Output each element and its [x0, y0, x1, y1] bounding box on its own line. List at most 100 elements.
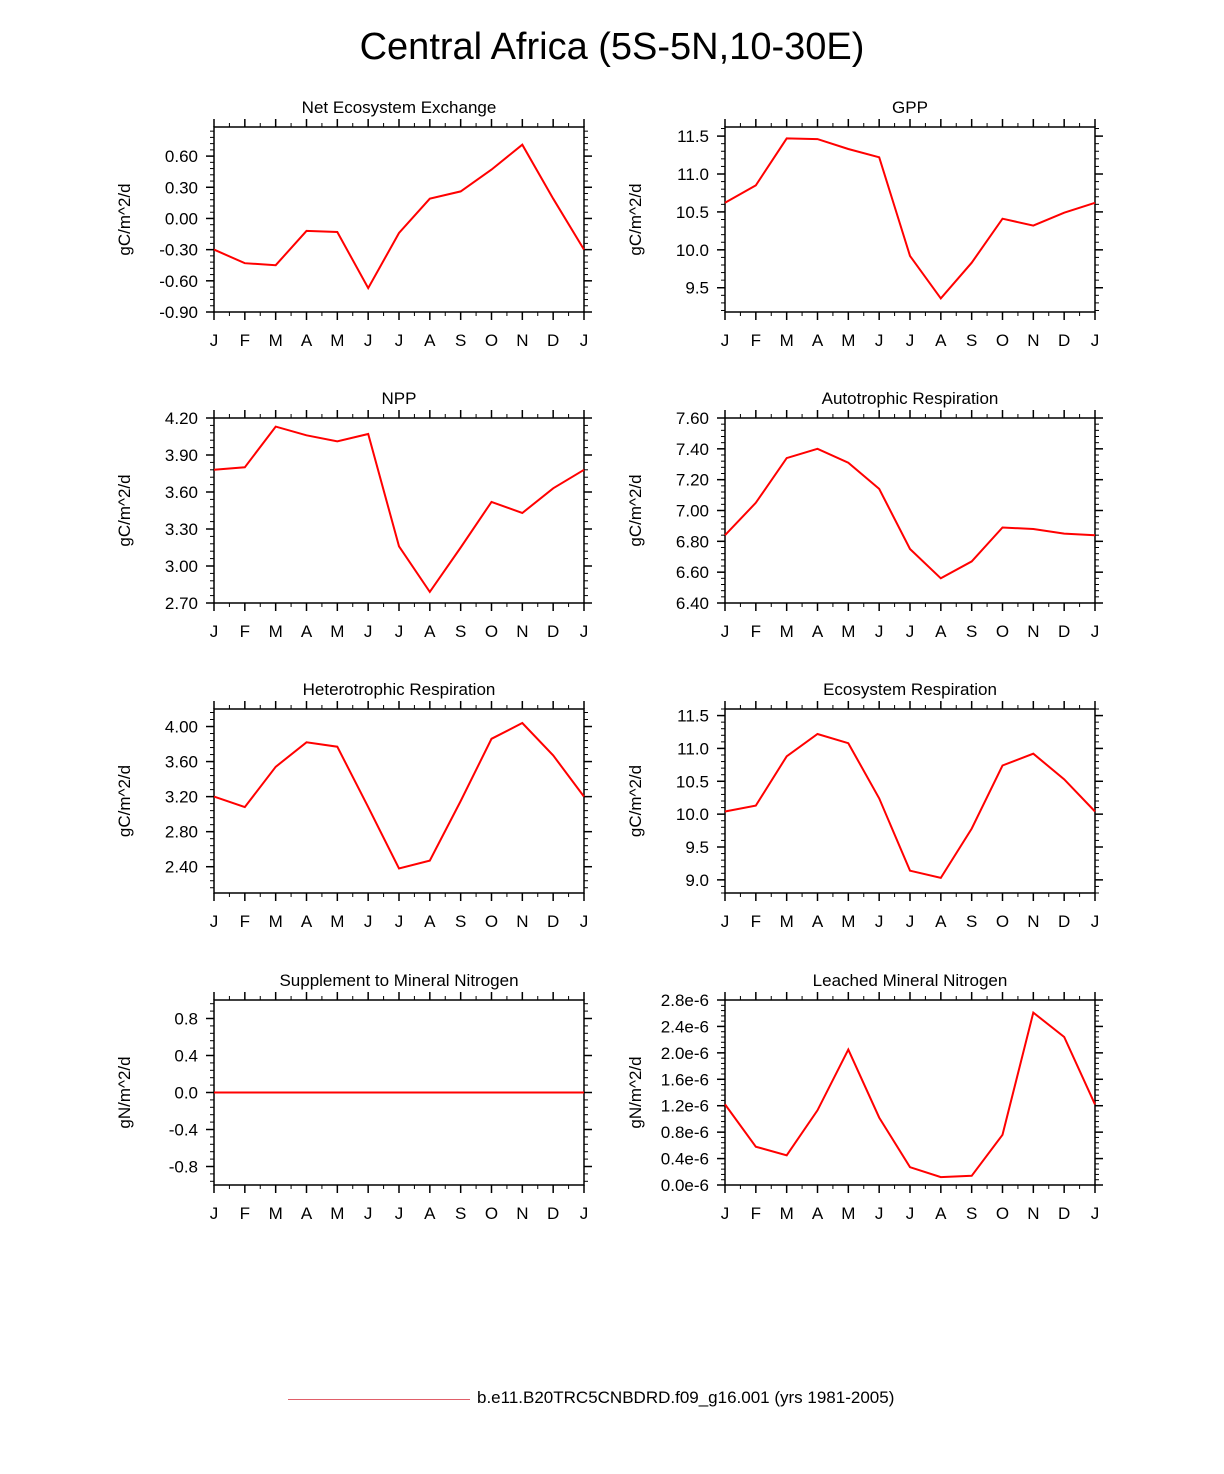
panel-4-xtick-label: M — [841, 622, 855, 641]
panel-4-xtick-label: O — [996, 622, 1009, 641]
panel-7-xtick-label: S — [455, 1204, 466, 1223]
panel-4-frame — [724, 417, 1096, 604]
panel-2-xtick-label: O — [996, 331, 1009, 350]
panel-1-ylabel: gC/m^2/d — [115, 183, 134, 255]
panel-7-xtick-label: M — [269, 1204, 283, 1223]
panel-1-ytick-label: -0.30 — [159, 241, 198, 260]
panel-8-ytick-label: 2.4e-6 — [661, 1017, 709, 1036]
panel-5-ylabel: gC/m^2/d — [115, 765, 134, 837]
panel-6-xtick-label: D — [1058, 912, 1070, 931]
panel-1-xtick-label: J — [210, 331, 219, 350]
panel-5-xtick-label: D — [547, 912, 559, 931]
panel-8-xtick-label: J — [1091, 1204, 1100, 1223]
panel-1-xtick-label: N — [516, 331, 528, 350]
panel-6-xtick-label: J — [1091, 912, 1100, 931]
panel-2-ylabel: gC/m^2/d — [626, 183, 645, 255]
panel-8-ytick-label: 0.8e-6 — [661, 1123, 709, 1142]
panel-2-xtick-label: M — [780, 331, 794, 350]
panel-1-xtick-label: J — [364, 331, 373, 350]
panel-4-xtick-label: S — [966, 622, 977, 641]
panel-2-xtick-label: N — [1027, 331, 1039, 350]
panel-5-series-line — [213, 721, 585, 870]
panel-6-ytick-label: 10.0 — [676, 805, 709, 824]
panel-1-xtick-label: J — [395, 331, 404, 350]
panel-8-xtick-label: M — [780, 1204, 794, 1223]
panel-3-ylabel: gC/m^2/d — [115, 474, 134, 546]
panel-5-xtick-label: S — [455, 912, 466, 931]
panel-6-title: Ecosystem Respiration — [823, 680, 997, 699]
panel-5-xtick-label: N — [516, 912, 528, 931]
panel-5-xtick-label: M — [330, 912, 344, 931]
panel-4-series-line — [724, 447, 1096, 580]
panel-7-xtick-label: M — [330, 1204, 344, 1223]
panel-4-xtick-label: F — [751, 622, 761, 641]
panel-3-xtick-label: J — [395, 622, 404, 641]
panel-6-ytick-label: 9.5 — [685, 838, 709, 857]
panel-3-xtick-label: M — [330, 622, 344, 641]
panel-1-xtick-label: S — [455, 331, 466, 350]
panel-5-xtick-label: M — [269, 912, 283, 931]
panel-8-xtick-label: O — [996, 1204, 1009, 1223]
panel-7-ylabel: gN/m^2/d — [115, 1056, 134, 1128]
panel-8-xtick-label: N — [1027, 1204, 1039, 1223]
panel-8-xtick-label: J — [721, 1204, 730, 1223]
panel-2-series-line — [724, 137, 1096, 301]
panel-8-ytick-label: 2.8e-6 — [661, 991, 709, 1010]
panel-8-ytick-label: 1.6e-6 — [661, 1070, 709, 1089]
panel-4-ytick-label: 7.00 — [676, 502, 709, 521]
panel-3-ytick-label: 3.60 — [165, 483, 198, 502]
panel-3-xtick-label: O — [485, 622, 498, 641]
panel-8-title: Leached Mineral Nitrogen — [813, 971, 1008, 990]
panel-1-ytick-label: 0.60 — [165, 147, 198, 166]
panel-7-ytick-label: -0.4 — [169, 1121, 198, 1140]
panel-2-xtick-label: F — [751, 331, 761, 350]
legend-line-swatch — [288, 1399, 470, 1400]
panel-6-xtick-label: M — [841, 912, 855, 931]
panel-4-ylabel: gC/m^2/d — [626, 474, 645, 546]
panel-8-ytick-label: 2.0e-6 — [661, 1044, 709, 1063]
panel-2-ytick-label: 10.5 — [676, 203, 709, 222]
panel-2-xtick-label: A — [935, 331, 947, 350]
panel-8-ytick-label: 0.0e-6 — [661, 1176, 709, 1195]
panel-4-xtick-label: D — [1058, 622, 1070, 641]
panel-7-title: Supplement to Mineral Nitrogen — [279, 971, 518, 990]
panel-3-title: NPP — [382, 389, 417, 408]
panel-4-xtick-label: J — [1091, 622, 1100, 641]
panel-6-xtick-label: J — [875, 912, 884, 931]
panel-5-ytick-label: 2.80 — [165, 823, 198, 842]
panel-8-xtick-label: S — [966, 1204, 977, 1223]
panel-8-xtick-label: A — [935, 1204, 947, 1223]
panel-5-frame — [213, 708, 585, 894]
panel-5-xtick-label: A — [301, 912, 313, 931]
panel-6-ytick-label: 11.5 — [677, 707, 709, 726]
panel-3-xtick-label: F — [240, 622, 250, 641]
panel-5-xtick-label: A — [424, 912, 436, 931]
panel-2-xtick-label: J — [875, 331, 884, 350]
panel-3-ytick-label: 3.30 — [165, 520, 198, 539]
panel-8-xtick-label: M — [841, 1204, 855, 1223]
panel-6-ytick-label: 11.0 — [677, 739, 709, 758]
panel-4-xtick-label: N — [1027, 622, 1039, 641]
panel-1-ytick-label: -0.90 — [159, 303, 198, 322]
panel-1-xtick-label: A — [424, 331, 436, 350]
panel-1-xtick-label: O — [485, 331, 498, 350]
panel-2-xtick-label: D — [1058, 331, 1070, 350]
panel-2-frame — [724, 126, 1096, 313]
panel-2-xtick-label: J — [721, 331, 730, 350]
panel-5-xtick-label: J — [210, 912, 219, 931]
panel-2-title: GPP — [892, 98, 928, 117]
panel-3-ytick-label: 3.90 — [165, 446, 198, 465]
panel-5-ytick-label: 2.40 — [165, 858, 198, 877]
panel-7-ytick-label: -0.8 — [169, 1158, 198, 1177]
panel-6-xtick-label: N — [1027, 912, 1039, 931]
panel-5-xtick-label: O — [485, 912, 498, 931]
panel-7-xtick-label: J — [580, 1204, 589, 1223]
panel-7-ytick-label: 0.0 — [174, 1084, 198, 1103]
panel-1-xtick-label: D — [547, 331, 559, 350]
panel-4-ytick-label: 7.20 — [676, 471, 709, 490]
panel-6-series-line — [724, 732, 1096, 880]
panel-4-xtick-label: A — [935, 622, 947, 641]
panel-2-xtick-label: A — [812, 331, 824, 350]
panel-8-ytick-label: 1.2e-6 — [661, 1097, 709, 1116]
panel-5-xtick-label: J — [395, 912, 404, 931]
